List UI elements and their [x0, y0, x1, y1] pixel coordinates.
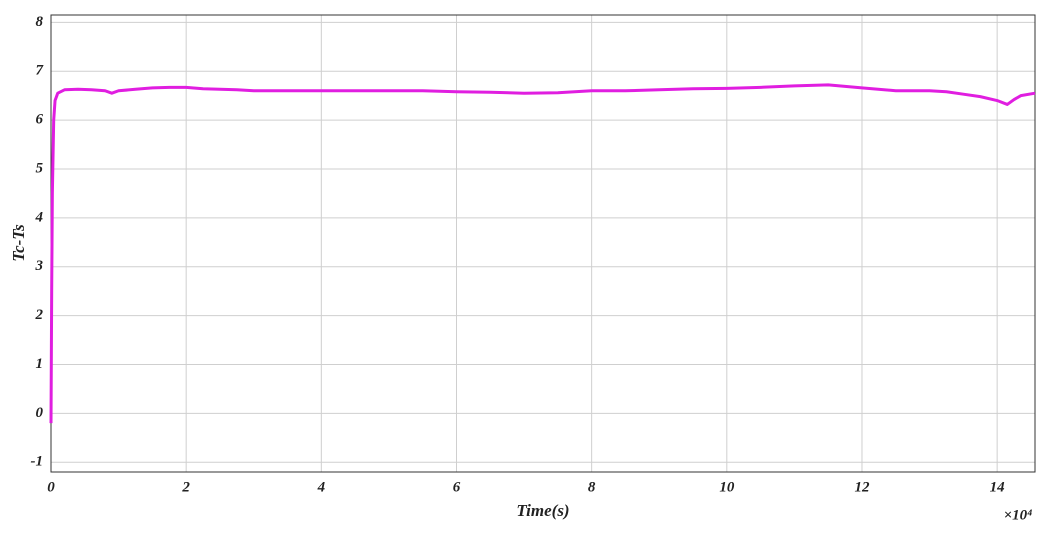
- x-axis-label: Time(s): [516, 501, 569, 520]
- x-tick-label: 2: [181, 479, 190, 495]
- y-tick-label: 3: [35, 258, 44, 274]
- x-tick-label: 6: [453, 479, 461, 495]
- y-tick-label: 2: [35, 307, 44, 323]
- y-tick-label: -1: [31, 454, 44, 470]
- x-multiplier: ×10⁴: [1004, 507, 1033, 523]
- x-tick-label: 0: [47, 479, 55, 495]
- y-tick-label: 4: [35, 209, 44, 225]
- y-tick-label: 8: [36, 14, 44, 30]
- y-tick-label: 0: [36, 405, 44, 421]
- y-tick-label: 1: [36, 356, 44, 372]
- x-tick-label: 14: [990, 479, 1006, 495]
- y-axis-label: Tc-Ts: [9, 224, 28, 262]
- x-tick-label: 10: [719, 479, 735, 495]
- y-tick-label: 5: [36, 160, 44, 176]
- x-tick-label: 8: [588, 479, 596, 495]
- y-tick-label: 6: [36, 112, 44, 128]
- y-tick-label: 7: [36, 63, 44, 79]
- x-tick-label: 4: [317, 479, 326, 495]
- data-line: [49, 83, 1036, 424]
- x-tick-label: 12: [854, 479, 870, 495]
- plot-frame: [50, 14, 1036, 473]
